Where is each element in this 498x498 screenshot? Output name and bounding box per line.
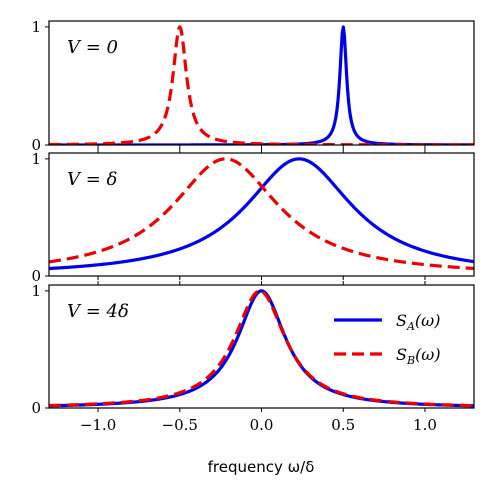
panel-3: −1.0 −0.5 0.0 0.5 1.0 0 1 V = 4δ bbox=[31, 281, 475, 434]
legend-label-a: SA(ω) bbox=[396, 311, 440, 333]
x-tick-label: 0.5 bbox=[331, 416, 355, 434]
y-tick-label: 0 bbox=[31, 399, 41, 417]
panel-1: 0 1 V = 0 bbox=[31, 18, 475, 154]
legend: SA(ω) SB(ω) bbox=[334, 311, 441, 367]
panel-label: V = δ bbox=[67, 169, 117, 190]
y-tick-label: 0 bbox=[31, 267, 41, 285]
y-tick-label: 1 bbox=[31, 282, 41, 300]
x-tick-label: −0.5 bbox=[162, 416, 198, 434]
y-tick-label: 0 bbox=[31, 136, 41, 154]
y-tick-label: 1 bbox=[31, 18, 41, 36]
legend-label-b: SB(ω) bbox=[396, 345, 441, 367]
panel-3-curves bbox=[49, 289, 474, 408]
series-b-line bbox=[49, 157, 474, 271]
panel-label: V = 4δ bbox=[67, 301, 129, 322]
series-a-line bbox=[49, 289, 474, 408]
x-tick-label: −1.0 bbox=[80, 416, 116, 434]
y-tick-label: 1 bbox=[31, 150, 41, 168]
panel-2: 0 1 V = δ bbox=[31, 149, 475, 285]
panel-2-curves bbox=[49, 157, 474, 271]
x-axis-label: frequency ω/δ bbox=[208, 458, 315, 476]
panel-label: V = 0 bbox=[67, 37, 118, 58]
x-tick-label: 1.0 bbox=[413, 416, 437, 434]
x-tick-label: 0.0 bbox=[250, 416, 274, 434]
